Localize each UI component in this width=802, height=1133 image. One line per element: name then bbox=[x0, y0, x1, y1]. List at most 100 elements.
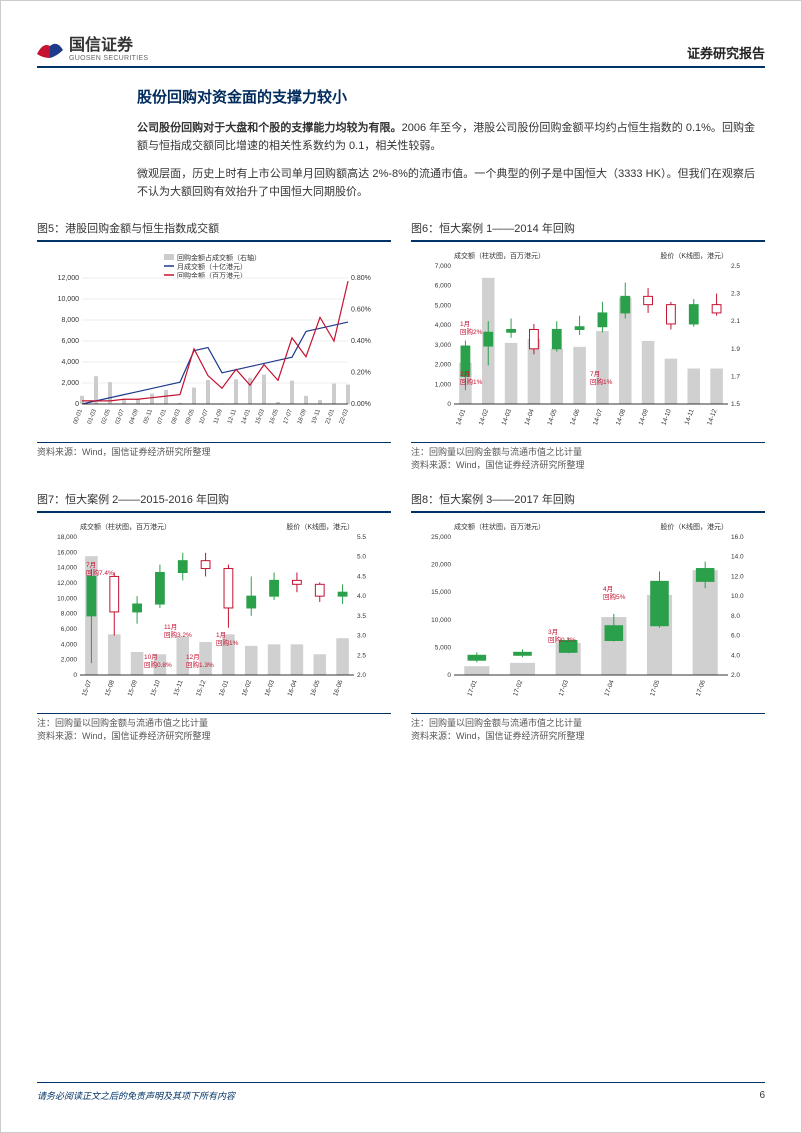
svg-text:1月: 1月 bbox=[460, 320, 470, 328]
chart-7-note: 注：回购量以回购金额与流通市值之比计量 资料来源：Wind，国信证券经济研究所整… bbox=[37, 713, 391, 744]
svg-text:6.0: 6.0 bbox=[731, 632, 740, 639]
svg-text:2.1: 2.1 bbox=[731, 318, 740, 325]
svg-text:17-01: 17-01 bbox=[466, 678, 478, 696]
svg-text:回购金额（百万港元）: 回购金额（百万港元） bbox=[177, 271, 247, 280]
svg-text:16-05: 16-05 bbox=[309, 678, 321, 696]
svg-text:成交额（柱状图，百万港元）: 成交额（柱状图，百万港元） bbox=[454, 251, 545, 260]
svg-text:12,000: 12,000 bbox=[58, 275, 80, 282]
svg-text:22-03: 22-03 bbox=[339, 408, 350, 425]
svg-text:月成交额（十亿港元）: 月成交额（十亿港元） bbox=[177, 262, 247, 271]
svg-text:0.00%: 0.00% bbox=[351, 401, 371, 408]
chart-6-source: 资料来源：Wind，国信证券经济研究所整理 bbox=[411, 459, 765, 473]
chart-8-title: 图8：恒大案例 3——2017 年回购 bbox=[411, 491, 765, 513]
svg-text:2.5: 2.5 bbox=[357, 652, 366, 659]
paragraph-2: 微观层面，历史上时有上市公司单月回购额高达 2%-8%的流通市值。一个典型的例子… bbox=[137, 165, 755, 201]
chart-7-svg: 成交额（柱状图，百万港元）股价（K线图，港元）02,0004,0006,0008… bbox=[37, 519, 391, 709]
svg-text:14-01: 14-01 bbox=[455, 407, 467, 425]
svg-text:18-09: 18-09 bbox=[297, 408, 308, 425]
chart-5-svg: 回购金额占成交额（右轴）月成交额（十亿港元）回购金额（百万港元）02,0004,… bbox=[37, 248, 391, 438]
svg-text:4,000: 4,000 bbox=[61, 641, 78, 648]
svg-text:回购3.2%: 回购3.2% bbox=[164, 630, 192, 639]
svg-text:01-03: 01-03 bbox=[87, 408, 98, 425]
svg-text:14-06: 14-06 bbox=[569, 407, 581, 425]
chart-5-source: 资料来源：Wind，国信证券经济研究所整理 bbox=[37, 442, 391, 460]
svg-text:0.20%: 0.20% bbox=[351, 369, 371, 376]
svg-text:09-05: 09-05 bbox=[185, 408, 196, 425]
svg-text:回购2%: 回购2% bbox=[460, 327, 483, 336]
svg-text:12,000: 12,000 bbox=[57, 580, 77, 587]
svg-text:17-03: 17-03 bbox=[558, 678, 570, 696]
svg-text:0: 0 bbox=[447, 401, 451, 408]
svg-text:2.5: 2.5 bbox=[731, 263, 740, 270]
svg-text:14-04: 14-04 bbox=[524, 407, 536, 425]
svg-text:0: 0 bbox=[75, 401, 79, 408]
svg-text:18,000: 18,000 bbox=[57, 534, 77, 541]
chart-8-block: 图8：恒大案例 3——2017 年回购 成交额（柱状图，百万港元）股价（K线图，… bbox=[411, 491, 765, 744]
svg-text:8.0: 8.0 bbox=[731, 612, 740, 619]
chart-6-block: 图6：恒大案例 1——2014 年回购 成交额（柱状图，百万港元）股价（K线图，… bbox=[411, 220, 765, 473]
svg-text:2.0: 2.0 bbox=[357, 672, 366, 679]
svg-text:4.5: 4.5 bbox=[357, 573, 366, 580]
svg-text:2,000: 2,000 bbox=[435, 361, 452, 368]
svg-text:14-08: 14-08 bbox=[615, 407, 627, 425]
svg-text:17-04: 17-04 bbox=[603, 678, 615, 696]
chart-7-block: 图7：恒大案例 2——2015-2016 年回购 成交额（柱状图，百万港元）股价… bbox=[37, 491, 391, 744]
chart-6-note-text: 注：回购量以回购金额与流通市值之比计量 bbox=[411, 446, 765, 460]
svg-text:17-06: 17-06 bbox=[695, 678, 707, 696]
svg-text:回购1.3%: 回购1.3% bbox=[186, 660, 214, 669]
svg-text:2.0: 2.0 bbox=[731, 672, 740, 679]
svg-text:14-03: 14-03 bbox=[501, 407, 513, 425]
page-number: 6 bbox=[759, 1090, 765, 1101]
svg-text:0: 0 bbox=[73, 672, 77, 679]
company-name-cn: 国信证券 bbox=[69, 31, 148, 55]
svg-text:17-02: 17-02 bbox=[512, 678, 524, 696]
svg-text:1.7: 1.7 bbox=[731, 373, 740, 380]
svg-text:14-07: 14-07 bbox=[592, 407, 604, 425]
chart-5-block: 图5：港股回购金额与恒生指数成交额 回购金额占成交额（右轴）月成交额（十亿港元）… bbox=[37, 220, 391, 473]
svg-text:3月: 3月 bbox=[548, 628, 558, 636]
svg-text:1.5: 1.5 bbox=[731, 401, 740, 408]
svg-text:4.0: 4.0 bbox=[731, 652, 740, 659]
svg-text:14-11: 14-11 bbox=[684, 408, 696, 426]
svg-text:2.3: 2.3 bbox=[731, 290, 740, 297]
svg-text:回购0.3%: 回购0.3% bbox=[548, 635, 576, 644]
svg-text:16-02: 16-02 bbox=[241, 678, 253, 696]
svg-text:10,000: 10,000 bbox=[57, 595, 77, 602]
svg-text:股价（K线图，港元）: 股价（K线图，港元） bbox=[660, 251, 728, 260]
svg-text:回购金额占成交额（右轴）: 回购金额占成交额（右轴） bbox=[177, 253, 261, 262]
chart-6-note: 注：回购量以回购金额与流通市值之比计量 资料来源：Wind，国信证券经济研究所整… bbox=[411, 442, 765, 473]
svg-text:回购5%: 回购5% bbox=[603, 592, 626, 601]
svg-text:成交额（柱状图，百万港元）: 成交额（柱状图，百万港元） bbox=[80, 522, 171, 531]
svg-text:19-11: 19-11 bbox=[311, 408, 322, 425]
svg-text:02-05: 02-05 bbox=[101, 408, 112, 425]
svg-text:16-03: 16-03 bbox=[264, 678, 276, 696]
svg-text:10-07: 10-07 bbox=[199, 408, 210, 425]
svg-text:08-03: 08-03 bbox=[171, 408, 182, 425]
svg-text:00-01: 00-01 bbox=[73, 408, 84, 425]
chart-7-note-text: 注：回购量以回购金额与流通市值之比计量 bbox=[37, 717, 391, 731]
svg-text:05-11: 05-11 bbox=[143, 408, 154, 425]
svg-text:15-08: 15-08 bbox=[104, 678, 116, 696]
svg-text:11月: 11月 bbox=[164, 623, 177, 631]
svg-text:20,000: 20,000 bbox=[431, 561, 451, 568]
svg-text:6,000: 6,000 bbox=[61, 626, 78, 633]
svg-text:07-01: 07-01 bbox=[157, 408, 168, 425]
chart-7-source: 资料来源：Wind，国信证券经济研究所整理 bbox=[37, 730, 391, 744]
svg-text:25,000: 25,000 bbox=[431, 534, 451, 541]
svg-text:回购1%: 回购1% bbox=[590, 377, 613, 386]
svg-text:03-07: 03-07 bbox=[115, 408, 126, 425]
svg-text:14-12: 14-12 bbox=[706, 407, 718, 425]
svg-text:6,000: 6,000 bbox=[435, 282, 452, 289]
company-logo: 国信证券 GUOSEN SECURITIES bbox=[37, 31, 148, 62]
page-footer: 请务必阅读正文之后的免责声明及其项下所有内容 6 bbox=[37, 1082, 765, 1102]
chart-5-title: 图5：港股回购金额与恒生指数成交额 bbox=[37, 220, 391, 242]
svg-text:21-01: 21-01 bbox=[325, 408, 336, 425]
svg-text:股价（K线图，港元）: 股价（K线图，港元） bbox=[286, 522, 354, 531]
svg-text:2月: 2月 bbox=[460, 370, 470, 378]
svg-text:5.0: 5.0 bbox=[357, 553, 366, 560]
svg-text:4,000: 4,000 bbox=[61, 359, 79, 366]
svg-text:回购7.4%: 回购7.4% bbox=[86, 568, 114, 577]
svg-text:12月: 12月 bbox=[186, 653, 200, 661]
svg-text:12-11: 12-11 bbox=[227, 408, 238, 425]
svg-text:15-12: 15-12 bbox=[195, 678, 207, 696]
